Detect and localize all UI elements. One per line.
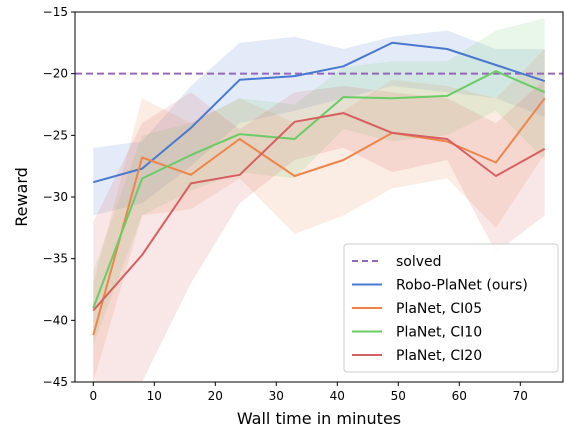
x-tick-label: 40 <box>330 389 345 403</box>
legend-box <box>343 243 559 373</box>
x-tick-label: 60 <box>452 389 467 403</box>
x-tick-label: 50 <box>391 389 406 403</box>
planet-ci10-band <box>93 18 545 345</box>
legend-label-robo-planet-ours: Robo-PlaNet (ours) <box>396 278 528 294</box>
planet-ci20-band <box>93 79 545 383</box>
legend-label-planet-ci05: PlaNet, CI05 <box>396 301 482 317</box>
x-axis-label: Wall time in minutes <box>237 409 401 428</box>
x-tick-label: 70 <box>513 389 528 403</box>
x-tick-label: 0 <box>89 389 97 403</box>
planet-ci05-band <box>93 49 545 382</box>
y-tick-label: −25 <box>43 128 68 142</box>
y-tick-label: −30 <box>43 190 68 204</box>
planet-ci20-line <box>92 112 546 312</box>
y-tick-label: −15 <box>43 5 68 19</box>
legend-label-solved: solved <box>396 254 442 270</box>
legend-label-planet-ci20: PlaNet, CI20 <box>396 348 482 364</box>
confidence-bands <box>93 18 545 383</box>
x-tick-label: 20 <box>208 389 223 403</box>
y-axis-label: Reward <box>12 167 31 227</box>
y-tick-label: −20 <box>43 67 68 81</box>
y-tick-label: −40 <box>43 313 68 327</box>
legend-label-planet-ci10: PlaNet, CI10 <box>396 325 482 341</box>
series-lines <box>92 41 546 336</box>
x-tick-label: 10 <box>147 389 162 403</box>
robo-planet-ours-band <box>93 30 545 216</box>
y-tick-label: −45 <box>43 375 68 389</box>
legend: solved Robo-PlaNet (ours) PlaNet, CI05 PlaN… <box>343 243 559 373</box>
y-tick-label: −35 <box>43 252 68 266</box>
x-tick-label: 30 <box>269 389 284 403</box>
robo-planet-ours-line <box>93 41 546 184</box>
axes: 0 10 20 30 40 50 60 70 −45 −40 −35 −30 −25 −20 −15 Wall… <box>12 5 564 428</box>
